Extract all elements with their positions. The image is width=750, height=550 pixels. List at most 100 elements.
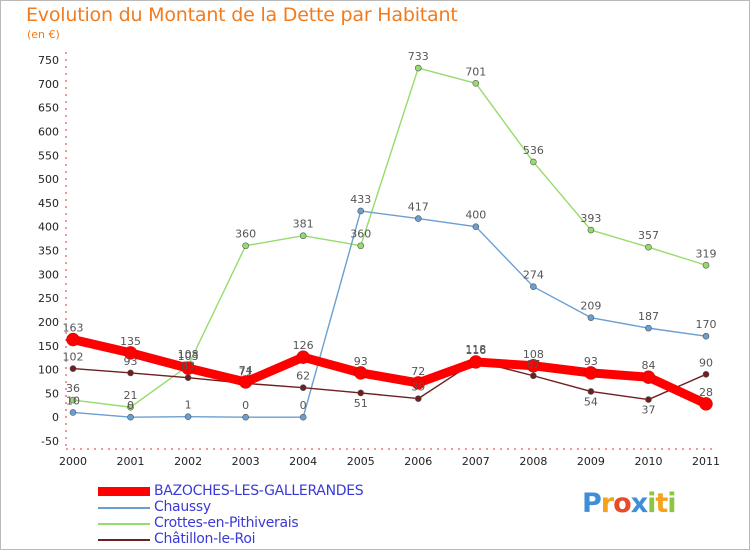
data-point: [411, 376, 426, 390]
data-label: 93: [124, 355, 138, 368]
data-label: 37: [641, 404, 655, 417]
legend-item-chaussy: Chaussy: [98, 499, 418, 515]
y-tick-label: 150: [38, 340, 59, 353]
data-label: 417: [408, 201, 429, 214]
data-point: [242, 413, 249, 421]
legend-label: BAZOCHES-LES-GALLERANDES: [154, 483, 364, 499]
data-point: [184, 413, 192, 421]
series-line: [72, 67, 707, 408]
data-label: 10: [66, 394, 80, 407]
data-label: 274: [523, 269, 544, 282]
data-label: 72: [411, 365, 425, 378]
x-tick-label: 2009: [577, 455, 605, 468]
logo-letter: t: [655, 488, 668, 519]
y-tick-label: 750: [38, 54, 59, 67]
data-point: [66, 332, 80, 347]
data-label: 319: [696, 247, 717, 260]
data-point: [296, 350, 310, 364]
series-line: [72, 210, 707, 418]
data-point: [353, 366, 368, 380]
data-point: [526, 359, 541, 373]
data-label: 400: [465, 209, 486, 222]
legend-item-chatillon: Châtillon-le-Roi: [98, 531, 418, 547]
data-label: 360: [235, 228, 256, 241]
data-point: [69, 409, 77, 416]
y-tick-label: 350: [38, 245, 59, 258]
data-label: 360: [350, 228, 371, 241]
legend-swatch: [98, 487, 150, 496]
data-point: [299, 413, 307, 421]
data-point: [357, 242, 365, 250]
data-point: [702, 332, 710, 340]
data-label: 108: [523, 348, 544, 361]
data-point: [645, 324, 652, 332]
data-label: 36: [66, 382, 80, 395]
y-tick-label: 600: [38, 125, 59, 138]
x-tick-label: 2007: [462, 455, 490, 468]
y-tick-label: 300: [38, 268, 59, 281]
legend-label: Châtillon-le-Roi: [154, 531, 256, 547]
legend-swatch: [98, 539, 150, 541]
data-label: 93: [584, 355, 598, 368]
data-label: 393: [580, 212, 601, 225]
y-tick-label: -50: [41, 435, 59, 448]
proxiti-logo: Proxiti: [582, 488, 677, 519]
data-label: 170: [696, 318, 717, 331]
data-label: 0: [300, 399, 307, 412]
y-tick-label: 0: [52, 411, 59, 424]
data-point: [69, 396, 77, 404]
data-point: [587, 226, 595, 234]
legend-label: Crottes-en-Pithiverais: [154, 515, 299, 531]
data-label: 116: [465, 344, 486, 357]
legend-swatch: [98, 507, 150, 509]
x-tick-label: 2004: [289, 455, 317, 468]
data-point: [414, 215, 422, 222]
data-label: 28: [699, 386, 713, 399]
data-point: [414, 395, 422, 402]
data-point: [584, 366, 598, 380]
data-label: 87: [526, 358, 540, 371]
y-tick-label: 550: [38, 149, 59, 162]
y-tick-label: 100: [38, 364, 59, 377]
data-point: [242, 242, 249, 250]
data-point: [702, 371, 710, 378]
data-label: 54: [584, 395, 598, 408]
data-point: [414, 64, 422, 72]
data-label: 74: [239, 364, 253, 377]
data-point: [530, 372, 537, 380]
data-point: [357, 207, 365, 215]
data-label: 187: [638, 310, 659, 323]
x-tick-label: 2002: [174, 455, 202, 468]
x-tick-label: 2000: [59, 455, 87, 468]
data-point: [587, 314, 595, 321]
y-tick-label: 400: [38, 221, 59, 234]
data-label: 357: [638, 229, 659, 242]
data-point: [181, 361, 195, 375]
data-point: [69, 365, 77, 372]
chart-title: Evolution du Montant de la Dette par Hab…: [26, 4, 458, 26]
series-line: [68, 335, 711, 409]
legend-item-bazoches: BAZOCHES-LES-GALLERANDES: [98, 483, 418, 499]
data-label: 93: [354, 355, 368, 368]
data-point: [469, 355, 483, 369]
legend-swatch: [98, 523, 150, 525]
data-label: 701: [465, 65, 486, 78]
data-label: 103: [178, 350, 199, 363]
data-point: [299, 384, 307, 391]
data-point: [472, 80, 480, 87]
data-label: 71: [239, 365, 253, 378]
data-label: 433: [350, 193, 371, 206]
data-label: 381: [293, 218, 314, 231]
data-label: 84: [641, 359, 655, 372]
series-line: [72, 360, 707, 401]
x-tick-label: 2008: [519, 455, 547, 468]
data-label: 62: [296, 370, 310, 383]
y-tick-label: 50: [45, 387, 59, 400]
data-point: [472, 223, 480, 230]
data-point: [238, 375, 253, 389]
y-tick-label: 450: [38, 197, 59, 210]
data-point: [184, 374, 192, 381]
logo-letter: i: [667, 488, 676, 519]
